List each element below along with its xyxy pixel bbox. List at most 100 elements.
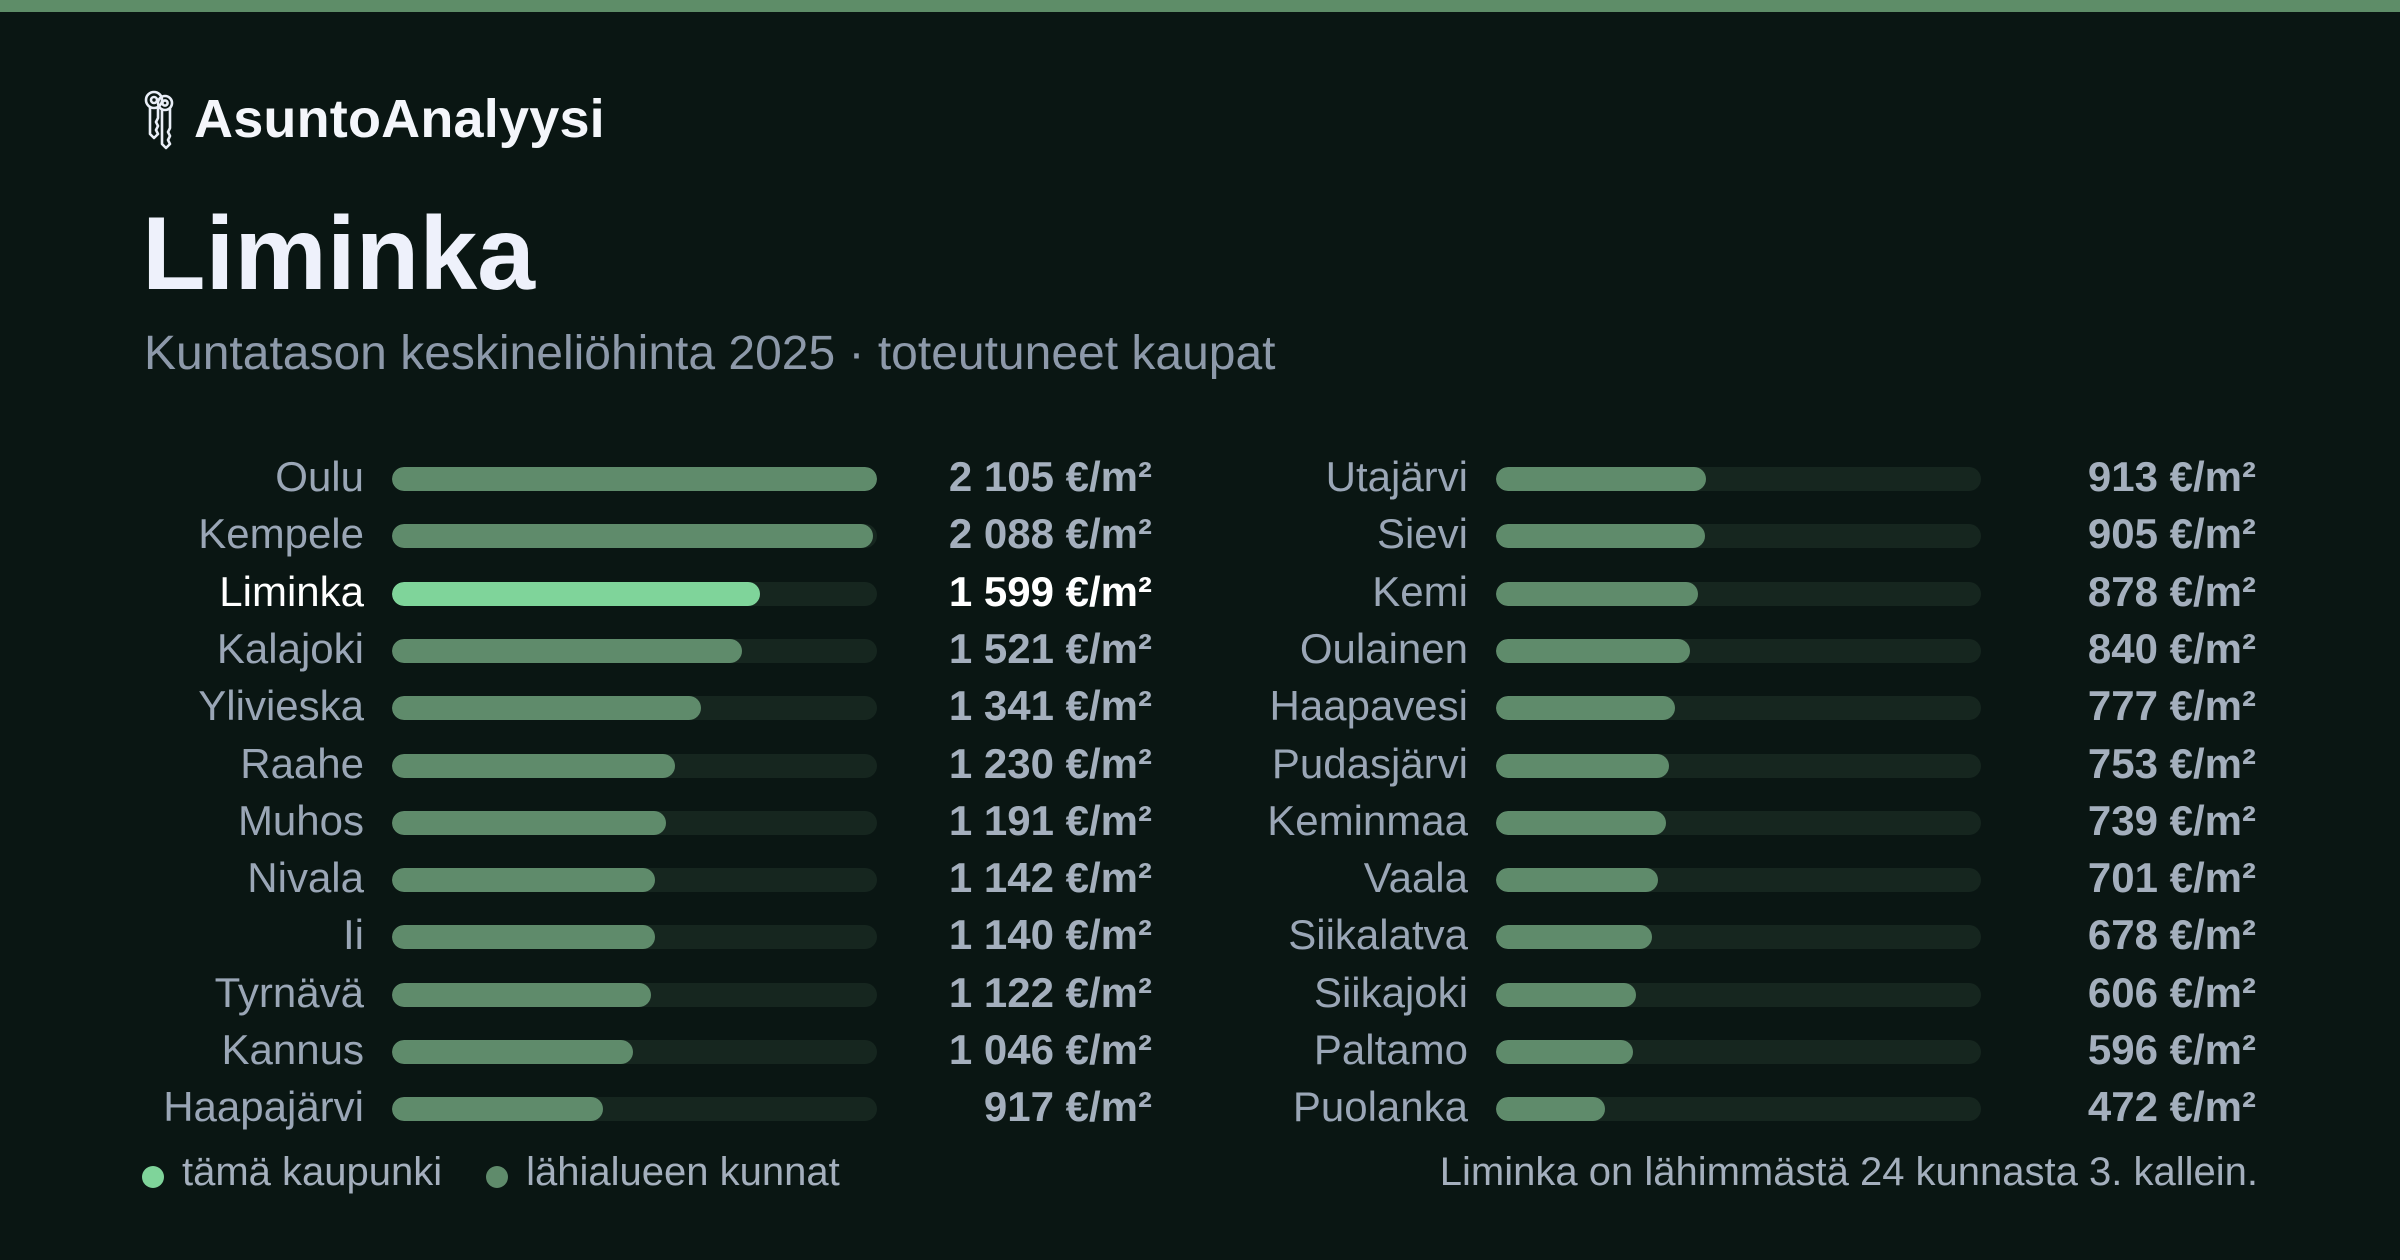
bar-track: [1496, 467, 1981, 491]
bar-fill: [392, 925, 655, 950]
bar-track: [1496, 581, 1981, 606]
bar-label: Kemi: [1372, 567, 1468, 615]
bar-label: Nivala: [247, 854, 364, 902]
bar-value-label: 753 €/m²: [2087, 739, 2256, 787]
bar-fill: [392, 1097, 603, 1122]
bar-row-pudasjärvi: Pudasjärvi 753 €/m²: [0, 735, 2400, 792]
bar-label: Vaala: [1363, 854, 1468, 902]
bar-label: Ii: [343, 911, 364, 959]
bar-row-liminka: Liminka 1 599 €/m²: [0, 563, 2400, 620]
bar-row-kemi: Kemi 878 €/m²: [0, 563, 2400, 620]
bar-fill: [1496, 753, 1669, 778]
bar-value-label: 913 €/m²: [2087, 453, 2256, 500]
bar-fill: [392, 524, 873, 549]
bar-track: [392, 581, 877, 606]
bar-label: Kannus: [221, 1026, 364, 1073]
page-subtitle: Kuntatason keskineliöhinta 2025 · toteut…: [144, 327, 1276, 380]
bar-track: [1496, 810, 1981, 835]
bar-value-label: 701 €/m²: [2087, 854, 2256, 902]
bar-track: [392, 753, 877, 778]
bar-label: Oulu: [275, 453, 364, 500]
bar-value-label: 606 €/m²: [2087, 968, 2256, 1016]
bar-label: Kempele: [198, 510, 364, 558]
keys-icon: [144, 90, 174, 150]
bar-row-raahe: Raahe 1 230 €/m²: [0, 735, 2400, 792]
bar-label: Siikajoki: [1313, 968, 1468, 1016]
bar-value-label: 2 088 €/m²: [948, 510, 1152, 558]
bar-track: [392, 810, 877, 835]
bar-row-paltamo: Paltamo 596 €/m²: [0, 1021, 2400, 1078]
bar-label: Tyrnävä: [214, 968, 364, 1016]
bar-fill: [392, 753, 675, 778]
bar-row-kempele: Kempele 2 088 €/m²: [0, 505, 2400, 562]
ranking-footnote: Liminka on lähimmästä 24 kunnasta 3. kal…: [1439, 1150, 2258, 1194]
bar-label: Haapavesi: [1269, 682, 1468, 730]
bar-fill: [392, 696, 701, 721]
bar-fill: [1496, 810, 1666, 835]
brand: AsuntoAnalyysi: [140, 88, 605, 150]
bar-row-ylivieska: Ylivieska 1 341 €/m²: [0, 677, 2400, 734]
bar-row-haapajärvi: Haapajärvi 917 €/m²: [0, 1078, 2400, 1135]
bar-fill: [1496, 638, 1690, 663]
bar-label: Sievi: [1376, 510, 1468, 558]
bar-track: [392, 982, 877, 1007]
bar-track: [1496, 925, 1981, 950]
bar-label: Puolanka: [1292, 1083, 1468, 1131]
bar-track: [1496, 868, 1981, 893]
bar-label: Liminka: [219, 567, 364, 615]
bar-track: [1496, 524, 1981, 549]
bar-value-label: 905 €/m²: [2087, 510, 2256, 558]
page-title: Liminka: [142, 196, 535, 312]
bar-label: Keminmaa: [1267, 796, 1468, 844]
brand-name: AsuntoAnalyysi: [194, 89, 605, 149]
bar-track: [1496, 696, 1981, 721]
bar-label: Muhos: [237, 796, 364, 844]
bar-value-label: 1 122 €/m²: [948, 968, 1152, 1016]
top-accent-bar: [0, 0, 2400, 12]
bar-value-label: 1 521 €/m²: [948, 624, 1152, 672]
bar-fill: [1496, 696, 1675, 721]
legend-item-current: tämä kaupunki: [142, 1150, 442, 1195]
bar-track: [392, 524, 877, 549]
bar-value-label: 1 341 €/m²: [948, 682, 1152, 730]
chart-legend: tämä kaupunki lähialueen kunnat: [142, 1150, 884, 1195]
bar-value-label: 472 €/m²: [2087, 1083, 2256, 1131]
bar-fill: [392, 467, 877, 491]
bar-track: [392, 1097, 877, 1122]
bar-row-oulainen: Oulainen 840 €/m²: [0, 620, 2400, 677]
bar-value-label: 739 €/m²: [2087, 796, 2256, 844]
bar-label: Kalajoki: [216, 624, 364, 672]
bar-row-siikajoki: Siikajoki 606 €/m²: [0, 964, 2400, 1021]
bar-label: Utajärvi: [1325, 453, 1468, 500]
bar-fill: [1496, 1040, 1633, 1064]
bar-track: [392, 868, 877, 893]
bar-row-utajärvi: Utajärvi 913 €/m²: [0, 448, 2400, 505]
bar-row-oulu: Oulu 2 105 €/m²: [0, 448, 2400, 505]
legend-label-nearby: lähialueen kunnat: [526, 1150, 840, 1194]
legend-dot-nearby: [486, 1165, 509, 1188]
bar-fill: [1496, 982, 1636, 1007]
bar-row-keminmaa: Keminmaa 739 €/m²: [0, 792, 2400, 849]
bar-value-label: 1 230 €/m²: [948, 739, 1152, 787]
bar-fill-current: [392, 581, 760, 606]
bar-label: Siikalatva: [1288, 911, 1468, 959]
bar-fill: [1496, 868, 1658, 893]
bar-fill: [1496, 467, 1706, 491]
bar-track: [392, 467, 877, 491]
bar-fill: [392, 982, 651, 1007]
bar-fill: [1496, 925, 1652, 950]
legend-item-nearby: lähialueen kunnat: [486, 1150, 840, 1195]
bar-label: Pudasjärvi: [1271, 739, 1468, 787]
bar-row-haapavesi: Haapavesi 777 €/m²: [0, 677, 2400, 734]
bar-fill: [1496, 524, 1705, 549]
bar-row-sievi: Sievi 905 €/m²: [0, 505, 2400, 562]
bar-label: Haapajärvi: [163, 1083, 364, 1131]
bar-value-label: 840 €/m²: [2087, 624, 2256, 672]
bar-value-label: 1 599 €/m²: [948, 567, 1152, 615]
bar-value-label: 1 191 €/m²: [948, 796, 1152, 844]
bar-value-label: 777 €/m²: [2087, 682, 2256, 730]
bar-fill: [392, 1040, 633, 1064]
bar-fill: [392, 638, 742, 663]
bar-row-ii: Ii 1 140 €/m²: [0, 906, 2400, 963]
bar-track: [1496, 982, 1981, 1007]
